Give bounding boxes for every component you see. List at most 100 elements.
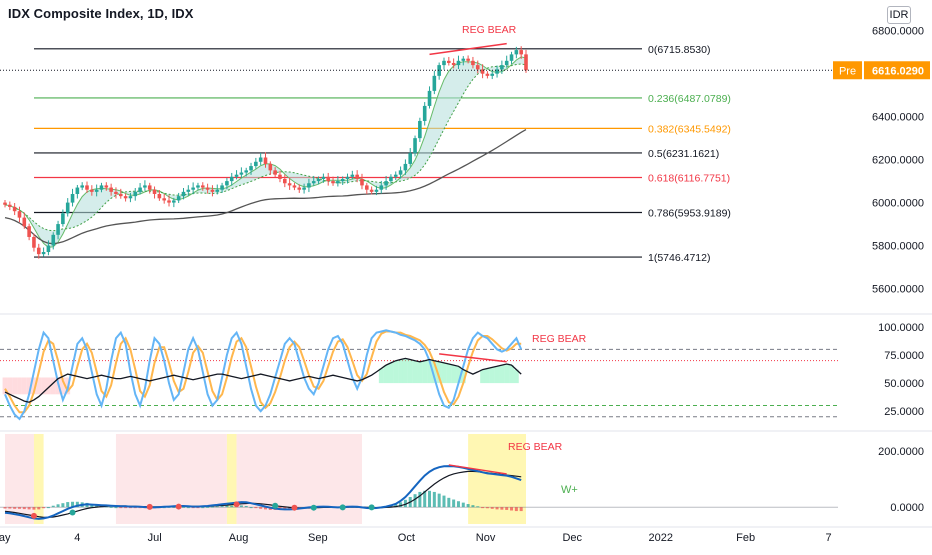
macd-histogram-bar (476, 506, 480, 508)
fib-level-label: 1(5746.4712) (648, 252, 710, 264)
candle-body (133, 191, 138, 197)
macd-histogram-bar (452, 499, 456, 508)
candle-body (398, 170, 403, 175)
macd-zone (236, 434, 362, 524)
ma-long-line (4, 129, 527, 245)
candle-body (326, 176, 331, 182)
macd-histogram-bar (61, 503, 65, 508)
candle-body (490, 73, 495, 76)
macd-histogram-bar (244, 506, 248, 508)
macd-histogram-bar (283, 507, 287, 510)
candle-body (196, 185, 200, 188)
candle-body (22, 217, 27, 227)
candle-body (393, 174, 398, 177)
macd-histogram-bar (432, 491, 436, 508)
macd-line (4, 465, 522, 520)
candle-body (302, 187, 306, 190)
candle-body (258, 157, 263, 162)
macd-cross-marker (272, 502, 279, 509)
stoch-axis-tick: 50.0000 (884, 378, 924, 390)
rsi-fill (378, 368, 384, 384)
macd-histogram-bar (418, 491, 422, 508)
macd-histogram-bar (500, 507, 504, 510)
candle-body (282, 178, 287, 184)
macd-histogram-bar (66, 502, 70, 508)
rsi-fill (451, 365, 457, 384)
candle-body (475, 65, 480, 70)
rsi-fill (441, 362, 447, 384)
macd-cross-marker (339, 504, 346, 511)
macd-histogram-bar (119, 507, 123, 509)
candle-body (471, 60, 475, 66)
rsi-fill (431, 360, 437, 384)
candle-body (495, 69, 499, 74)
candle-body (205, 187, 210, 190)
macd-histogram-bar (495, 507, 499, 510)
candle-body (254, 161, 258, 167)
macd-histogram-bar (394, 504, 398, 508)
macd-histogram-bar (42, 507, 46, 509)
x-axis-tick: Nov (476, 532, 496, 544)
candle-body (316, 178, 321, 182)
candle-body (263, 157, 268, 164)
candle-body (500, 65, 504, 70)
x-axis-tick: Jul (148, 532, 162, 544)
candle-body (56, 224, 60, 235)
chart-title: IDX Composite Index, 1D, IDX (8, 6, 194, 21)
macd-histogram-bar (56, 504, 60, 508)
macd-histogram-bar (109, 506, 113, 508)
macd-histogram-bar (95, 504, 99, 508)
candle-body (504, 60, 509, 66)
candle-body (200, 185, 205, 188)
candle-body (379, 185, 384, 190)
rsi-fill (31, 377, 37, 395)
macd-annotation: REG BEAR (508, 441, 563, 453)
macd-histogram-bar (8, 507, 12, 509)
candle-body (331, 181, 335, 184)
macd-cross-marker (368, 504, 375, 511)
rsi-fill (456, 366, 461, 384)
rsi-fill (489, 367, 495, 384)
rsi-fill (41, 377, 47, 395)
pre-tag-bg (833, 61, 862, 80)
rsi-fill (484, 368, 490, 384)
currency-badge[interactable]: IDR (887, 6, 911, 24)
candle-body (90, 189, 94, 192)
rsi-line (4, 357, 522, 403)
macd-zone (115, 434, 227, 524)
macd-cross-marker (310, 504, 317, 511)
macd-histogram-bar (259, 507, 263, 509)
stoch-axis-tick: 100.0000 (878, 322, 924, 334)
macd-histogram-bar (442, 495, 446, 508)
candle-body (249, 166, 253, 171)
rsi-fill (26, 377, 32, 395)
candle-body (41, 252, 46, 255)
rsi-fill (60, 377, 66, 395)
divergence-line (429, 42, 507, 56)
candle-body (384, 181, 388, 186)
rsi-fill (21, 377, 27, 395)
macd-histogram-bar (46, 507, 50, 509)
macd-histogram-bar (254, 507, 258, 509)
candle-body (297, 187, 302, 190)
rsi-fill (494, 366, 500, 384)
candle-body (114, 191, 118, 194)
ma-slow-line (4, 63, 527, 232)
rsi-fill (398, 359, 403, 384)
candle-body (485, 73, 490, 76)
candle-body (437, 65, 441, 76)
candle-body (27, 226, 31, 237)
macd-histogram-bar (423, 490, 427, 508)
macd-histogram-bar (225, 505, 229, 508)
macd-histogram-bar (51, 505, 55, 508)
macd-axis-tick: 200.0000 (878, 446, 924, 458)
candle-body (109, 187, 113, 192)
macd-histogram-bar (288, 507, 292, 510)
candle-body (287, 183, 292, 186)
rsi-fill (460, 369, 466, 384)
candle-body (244, 170, 249, 173)
candle-body (427, 90, 432, 106)
rsi-fill (436, 361, 442, 384)
